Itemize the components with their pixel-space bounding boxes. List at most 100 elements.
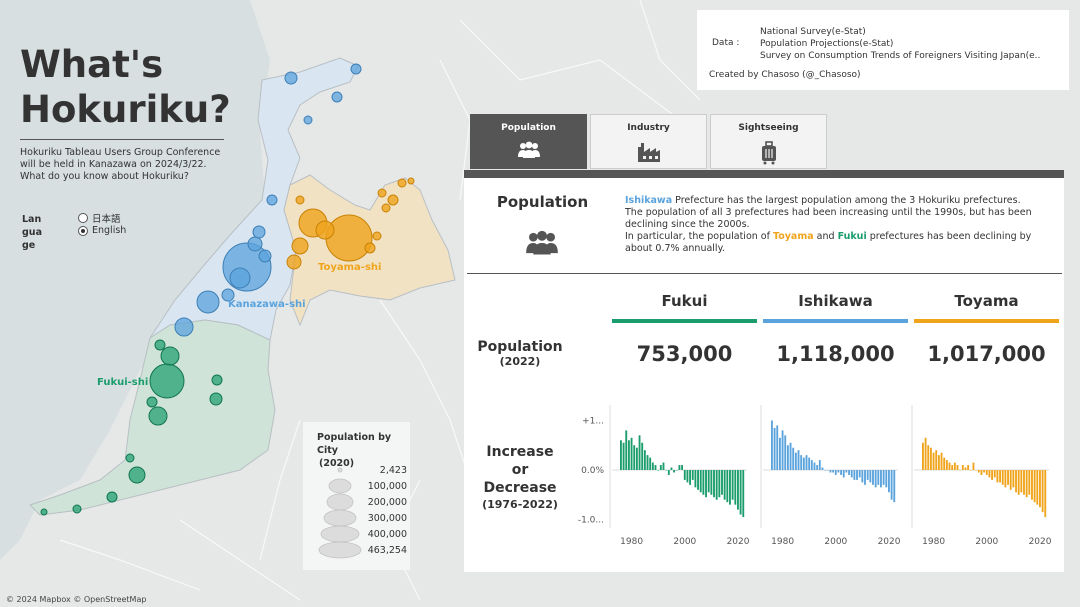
panel-top-bar [464,170,1064,178]
bar [776,425,779,470]
factory-icon [637,143,660,162]
bar [953,462,956,470]
bar [967,465,970,470]
highlight-ishikawa: Ishikawa [625,195,673,206]
bar [864,470,866,485]
bar [726,470,729,503]
bar [961,465,964,470]
bar [869,470,872,483]
bar [1036,470,1039,505]
map-attribution[interactable]: © 2024 Mapbox © OpenStreetMap [6,595,147,604]
population-change-charts[interactable]: +1... 0.0% -1.0... 1980 2000 2020 1980 2000 2020… [570,400,1060,555]
bar [927,445,930,470]
section-title: Population [496,193,589,211]
bar [890,470,893,500]
bar [842,470,845,478]
bar [731,470,734,500]
bar [985,470,988,475]
bar [975,470,978,471]
bar [1041,470,1044,513]
pref-color-bar-ishikawa [763,319,908,323]
highlight-toyama: Toyama [772,231,814,242]
y-tick-label: 0.0% [581,466,604,476]
bar [710,470,713,495]
bar [659,465,662,470]
bar [805,455,808,470]
bar [834,470,837,475]
bar [824,470,827,471]
bar [1017,470,1020,495]
bar [689,470,692,485]
bar [880,470,882,488]
bar [964,467,967,470]
bar [821,467,824,470]
title-divider [20,139,224,140]
bar [1020,470,1023,493]
legend-title: Population by City (2020) [317,432,392,469]
bar [972,462,975,470]
bar [678,465,681,470]
pref-color-bar-fukui [612,319,757,323]
bar [922,442,924,470]
bar [969,470,972,471]
bar [943,457,946,470]
section-divider [467,273,1062,274]
bar [874,470,877,488]
bar [977,470,980,473]
radio-english[interactable] [78,225,88,236]
pref-name-ishikawa: Ishikawa [798,292,873,310]
tab-industry[interactable]: Industry [590,114,707,169]
bar [1023,470,1025,495]
bar [786,445,789,470]
radio-japanese[interactable] [78,213,88,223]
bar [853,470,856,480]
bar [721,470,723,495]
bar [1012,470,1015,488]
bar [702,470,705,495]
bar [771,420,773,470]
x-tick-label: 2000 [824,537,847,547]
page-title: What's Hokuriku? [20,43,231,131]
bar [866,470,869,480]
x-tick-label: 1980 [620,537,643,547]
bar [649,457,652,470]
bar [729,470,731,505]
bar [686,470,689,483]
bar [940,452,943,470]
x-tick-label: 1980 [922,537,945,547]
city-bubbles[interactable] [40,63,415,516]
bar [808,457,811,470]
bar [888,470,890,493]
bar [956,465,959,470]
bar [670,467,673,470]
bar [983,470,986,473]
bar [643,450,646,470]
bar [1004,470,1007,488]
bar [872,470,874,485]
bar [697,470,699,490]
bar [845,470,848,473]
bar [929,447,932,470]
bar [999,470,1001,483]
bar [818,460,821,470]
population-legend: Population by City (2020) 2,423 100,000 … [303,422,410,570]
bar [924,437,927,470]
bar [694,470,697,488]
map-label-toyama: Toyama-shi [318,262,382,273]
data-source-box: Data : National Survey(e-Stat) Populatio… [697,10,1069,90]
bar [980,470,983,475]
tab-sightseeing[interactable]: Sightseeing [710,114,827,169]
bar [1033,470,1036,503]
description: Ishikawa Prefecture has the largest popu… [625,195,1032,254]
bar [662,462,665,470]
tab-population[interactable]: Population [470,114,587,169]
population-value-ishikawa: 1,118,000 [776,342,895,366]
language-option-japanese[interactable]: 日本語 [78,211,121,225]
bar [691,470,694,480]
bar [813,462,816,470]
language-option-english[interactable]: English [78,225,126,236]
data-sources: National Survey(e-Stat) Population Proje… [760,27,1041,61]
bar [826,470,829,471]
bar [781,430,784,470]
bar [742,470,745,518]
